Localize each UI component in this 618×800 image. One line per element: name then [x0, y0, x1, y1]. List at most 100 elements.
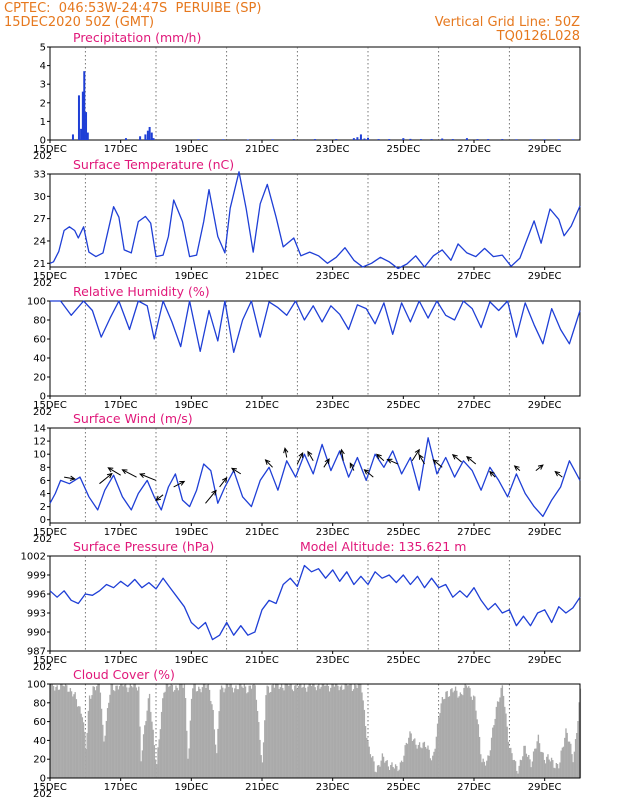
wind-arrow [466, 456, 477, 465]
cloud-cover-bar [184, 698, 187, 778]
wind-arrow-head [414, 448, 420, 455]
wind-arrow-head [432, 459, 439, 465]
wind-arrow [535, 464, 544, 471]
cloud-cover-bar [519, 759, 522, 778]
cloud-cover-bar [339, 686, 342, 778]
cloud-cover-bar [373, 761, 375, 778]
cloud-cover-bar [414, 738, 416, 778]
cloud-cover-bar [322, 684, 325, 778]
cloud-cover-bar [459, 692, 462, 778]
cloud-cover-bar [175, 685, 177, 778]
x-tick-label: 15DEC [33, 782, 67, 793]
cloud-cover-bar [223, 692, 225, 778]
precipitation-bar [441, 138, 444, 140]
cloud-cover-bar [157, 747, 159, 778]
cloud-cover-bar [428, 749, 430, 778]
cloud-cover-bar [180, 684, 182, 778]
wind-arrow [99, 473, 113, 485]
cloud-cover-bar [380, 760, 382, 778]
precipitation-bar [352, 138, 355, 140]
cloud-cover-bar [345, 684, 348, 778]
cloud-cover-bar [564, 737, 566, 778]
cloud-cover-bar [404, 745, 406, 778]
wind-arrow [387, 458, 399, 465]
x-tick-label: 23DEC [316, 527, 350, 538]
cloud-cover-bar [342, 689, 344, 778]
panel-frame [49, 46, 581, 141]
cloud-cover-bar [208, 689, 211, 778]
cloud-cover-bar [258, 722, 260, 778]
x-year-label-truncated: 202 [33, 662, 52, 673]
cloud-cover-bar [51, 684, 54, 778]
cloud-cover-bar [52, 686, 55, 778]
cloud-cover-bar [543, 759, 546, 778]
cloud-cover-bar [166, 684, 169, 778]
cloud-cover-bar [528, 754, 530, 778]
cloud-cover-bar [566, 732, 568, 778]
cloud-cover-bar [246, 693, 248, 778]
cloud-cover-bar [231, 687, 234, 778]
cloud-cover-bar [135, 687, 138, 778]
cloud-cover-bar [525, 753, 528, 778]
cloud-cover-bar [406, 743, 409, 778]
cloud-cover-bar [314, 687, 316, 778]
cloud-cover-bar [511, 753, 513, 778]
x-tick-label: 19DEC [174, 782, 208, 793]
cloud-cover-bar [102, 724, 104, 778]
precipitation-bar [81, 91, 84, 140]
cloud-cover-bar [544, 763, 547, 778]
precipitation-bar [148, 126, 151, 140]
cloud-cover-bar [417, 744, 420, 778]
cloud-cover-bar [165, 684, 168, 778]
cloud-cover-bar [510, 747, 512, 778]
cloud-cover-bar [366, 737, 368, 778]
cloud-cover-bar [554, 768, 556, 778]
cloud-cover-bar [147, 698, 150, 778]
cloud-cover-bar [381, 753, 384, 778]
cloud-cover-bar [146, 710, 148, 778]
precipitation-bar [571, 139, 574, 140]
cloud-cover-bar [481, 762, 483, 778]
precipitation-bar [529, 139, 532, 140]
cloud-cover-bar [477, 724, 480, 778]
cloud-cover-bar [568, 741, 571, 778]
wind-arrow [418, 454, 425, 465]
y-tick-label: 0 [40, 136, 46, 147]
x-tick-label: 17DEC [104, 527, 138, 538]
cloud-cover-bar [350, 684, 352, 778]
cloud-cover-bar [367, 741, 369, 778]
header-date: 15DEC2020 50Z (GMT) [4, 15, 154, 30]
cloud-cover-bar [244, 686, 247, 778]
cloud-cover-bar [303, 684, 306, 778]
cloud-cover-bar [289, 684, 291, 778]
precipitation-bar [292, 139, 295, 140]
x-tick-label: 21DEC [245, 400, 279, 411]
cloud-cover-bar [91, 695, 93, 778]
cloud-cover-bar [553, 767, 555, 778]
cloud-cover-bar [294, 685, 296, 778]
x-tick-label: 25DEC [386, 144, 420, 155]
x-tick-label: 23DEC [316, 271, 350, 282]
panel-title: Precipitation (mm/h) [73, 30, 201, 45]
precipitation-bar [85, 112, 88, 140]
wind-arrow [411, 449, 420, 462]
y-tick-label: 1002 [21, 552, 46, 563]
cloud-cover-bar [100, 708, 103, 778]
y-tick-label: 33 [33, 170, 46, 181]
precipitation-bar [335, 139, 338, 140]
x-year-label-truncated: 202 [33, 278, 52, 289]
cloud-cover-bar [111, 684, 114, 778]
y-tick-label: 2 [40, 98, 46, 109]
cloud-cover-bar [93, 686, 96, 778]
wind-arrow [433, 459, 443, 468]
cloud-cover-bar [200, 692, 202, 778]
cloud-cover-bar [394, 764, 397, 778]
x-tick-label: 19DEC [174, 527, 208, 538]
cloud-cover-bar [432, 755, 434, 778]
cloud-cover-bar [364, 725, 367, 778]
cloud-cover-bar [196, 691, 199, 778]
wind-arrow-head [363, 469, 370, 475]
cloud-cover-bar [54, 690, 56, 778]
cloud-cover-bar [285, 684, 288, 778]
